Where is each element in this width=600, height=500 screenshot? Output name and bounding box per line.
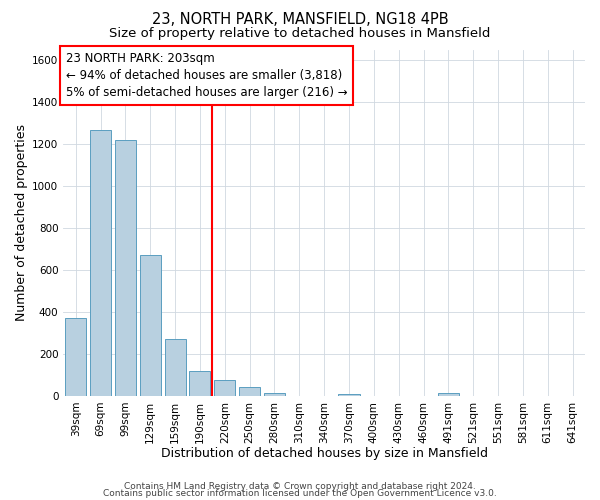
Bar [190, 370, 211, 396]
Text: Contains HM Land Registry data © Crown copyright and database right 2024.: Contains HM Land Registry data © Crown c… [124, 482, 476, 491]
Text: 23 NORTH PARK: 203sqm
← 94% of detached houses are smaller (3,818)
5% of semi-de: 23 NORTH PARK: 203sqm ← 94% of detached … [66, 52, 347, 98]
Bar [239, 388, 260, 396]
Text: 23, NORTH PARK, MANSFIELD, NG18 4PB: 23, NORTH PARK, MANSFIELD, NG18 4PB [152, 12, 448, 28]
Text: Contains public sector information licensed under the Open Government Licence v3: Contains public sector information licen… [103, 490, 497, 498]
Bar [438, 392, 459, 396]
Bar [164, 340, 185, 396]
Bar [140, 256, 161, 396]
Bar [214, 380, 235, 396]
Y-axis label: Number of detached properties: Number of detached properties [15, 124, 28, 322]
Bar [338, 394, 359, 396]
Bar [65, 318, 86, 396]
X-axis label: Distribution of detached houses by size in Mansfield: Distribution of detached houses by size … [161, 447, 488, 460]
Text: Size of property relative to detached houses in Mansfield: Size of property relative to detached ho… [109, 28, 491, 40]
Bar [264, 392, 285, 396]
Bar [115, 140, 136, 396]
Bar [90, 130, 111, 396]
